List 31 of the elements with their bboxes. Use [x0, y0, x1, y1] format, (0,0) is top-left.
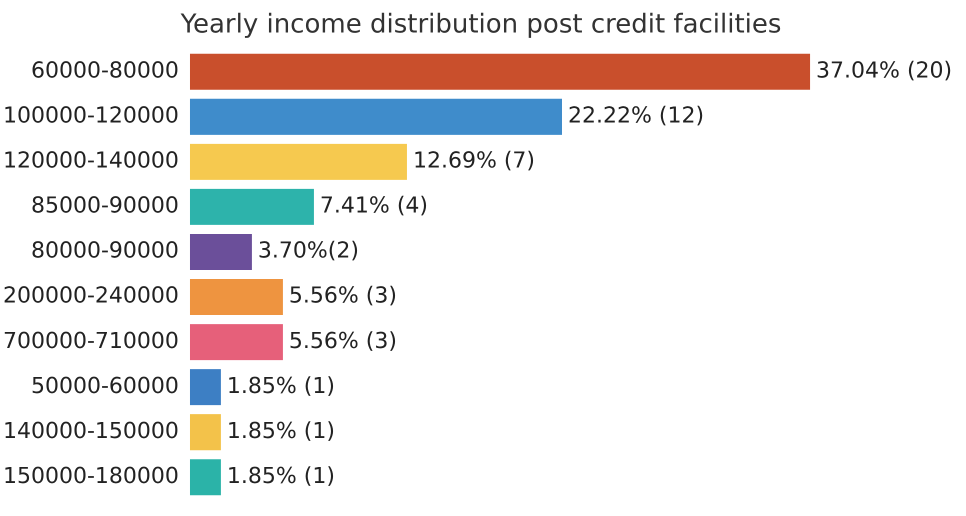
bar	[190, 188, 314, 225]
y-tick-label: 85000-90000	[30, 194, 179, 219]
y-tick-label: 50000-60000	[30, 374, 179, 399]
y-tick-label: 140000-150000	[2, 418, 179, 444]
y-tick-label: 200000-240000	[2, 284, 179, 309]
data-label: 1.85% (1)	[226, 418, 335, 444]
bar	[190, 414, 221, 450]
bar	[190, 369, 221, 406]
y-tick-label: 100000-120000	[2, 104, 179, 129]
bar	[190, 459, 221, 496]
bar	[190, 54, 810, 90]
bar	[190, 279, 283, 316]
y-tick-label: 80000-90000	[30, 238, 179, 264]
data-label: 1.85% (1)	[226, 464, 335, 489]
bar	[190, 234, 252, 270]
bar	[190, 324, 283, 360]
data-label: 5.56% (3)	[288, 284, 397, 309]
y-tick-label: 60000-80000	[30, 58, 179, 84]
data-label: 3.70%(2)	[258, 238, 359, 264]
y-tick-label: 150000-180000	[2, 464, 179, 489]
y-tick-label: 120000-140000	[2, 148, 179, 174]
bar	[190, 98, 562, 135]
chart-title: Yearly income distribution post credit facilities	[180, 9, 782, 40]
data-label: 5.56% (3)	[288, 328, 397, 354]
data-label: 12.69% (7)	[412, 148, 536, 174]
data-label: 7.41% (4)	[320, 194, 428, 219]
bar	[190, 144, 407, 180]
y-tick-label: 700000-710000	[2, 328, 179, 354]
data-label: 1.85% (1)	[226, 374, 335, 399]
data-label: 22.22% (12)	[568, 104, 704, 129]
data-label: 37.04% (20)	[816, 58, 952, 84]
